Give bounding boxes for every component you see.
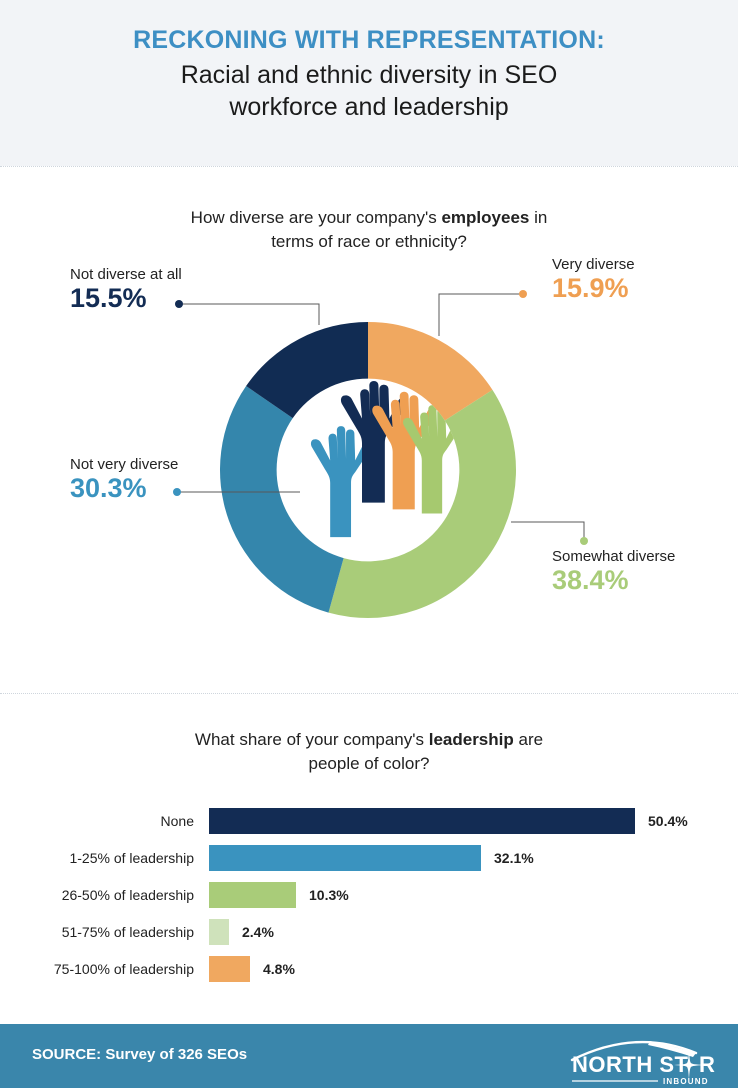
svg-text:R: R: [699, 1052, 715, 1077]
svg-text:INBOUND: INBOUND: [663, 1077, 709, 1086]
svg-text:NORTH ST: NORTH ST: [572, 1052, 689, 1077]
